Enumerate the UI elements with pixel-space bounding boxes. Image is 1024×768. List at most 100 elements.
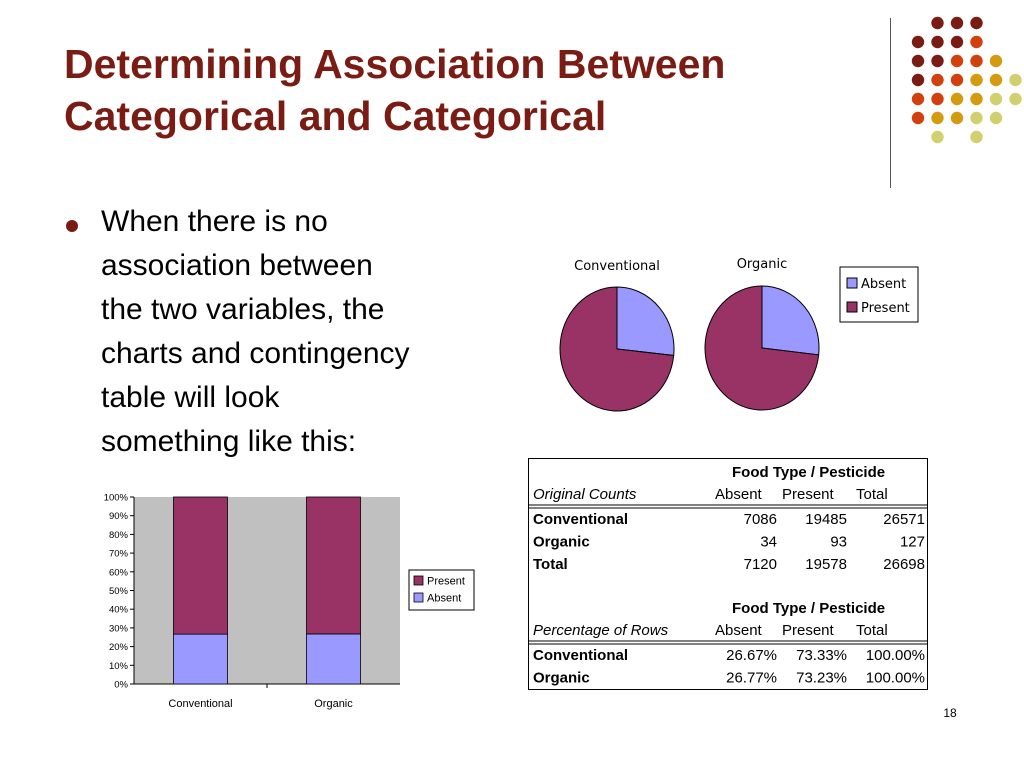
table-column-header: Total	[856, 622, 888, 639]
decorative-dot	[931, 54, 944, 68]
bar-present	[306, 496, 361, 635]
decorative-dot	[911, 111, 925, 125]
legend-swatch-present	[413, 575, 424, 586]
title-line-1: Determining Association Between	[64, 41, 726, 87]
y-tick-label: 0%	[114, 680, 128, 691]
decorative-dot	[931, 35, 944, 49]
decorative-dot	[931, 92, 944, 106]
bullet-icon	[66, 220, 78, 232]
table-row-label: Organic	[533, 670, 590, 687]
y-tick-label: 50%	[109, 586, 129, 597]
table-row-label: Conventional	[533, 647, 628, 664]
decorative-dot	[970, 92, 983, 106]
legend-swatch-absent	[413, 592, 424, 603]
table-cell: 19578	[805, 556, 847, 573]
table-cell: 19485	[805, 511, 847, 528]
decorative-dot	[1009, 73, 1022, 87]
table-cell: 127	[900, 534, 925, 551]
table-cell: 100.00%	[866, 647, 925, 664]
table-column-header: Absent	[715, 486, 763, 503]
y-tick-label: 40%	[109, 605, 129, 616]
y-tick-label: 100%	[104, 493, 129, 504]
table-cell: 26571	[883, 511, 925, 528]
decorative-dot	[931, 73, 944, 87]
decorative-dot	[911, 73, 925, 87]
table-row-label: Organic	[533, 534, 590, 551]
table-cell: 7120	[744, 556, 777, 573]
table-row-label: Conventional	[533, 511, 628, 528]
decorative-dot	[950, 54, 964, 68]
pie-charts: Conventional Organic Absent Present	[559, 257, 919, 412]
pie-title: Conventional	[574, 259, 660, 274]
title-line-2: Categorical and Categorical	[64, 93, 607, 139]
decorative-dot	[950, 111, 964, 125]
decorative-dot	[931, 130, 944, 144]
x-category-label: Conventional	[168, 698, 232, 710]
stacked-bar-chart: 0% 10% 20% 30% 40% 50% 60% 70% 80% 90% 100% Convent…	[104, 493, 475, 710]
legend-swatch-present	[846, 301, 858, 313]
table-cell: 26.67%	[726, 647, 777, 664]
x-category-label: Organic	[314, 698, 353, 710]
y-tick-label: 90%	[109, 511, 129, 522]
table-group-header: Food Type / Pesticide	[732, 464, 885, 481]
decorative-dot	[911, 35, 925, 49]
decorative-dot	[911, 92, 925, 106]
y-tick-label: 60%	[109, 567, 129, 578]
contingency-table: Food Type / Pesticide Original Counts Abse…	[528, 458, 928, 690]
decorative-dot	[950, 35, 964, 49]
table-cell: 34	[760, 534, 777, 551]
decorative-dot	[970, 130, 983, 144]
table-border	[528, 458, 928, 690]
table-row-label: Total	[533, 556, 568, 573]
decorative-dot	[950, 73, 964, 87]
decorative-dot	[989, 54, 1003, 68]
page-number: 18	[943, 706, 957, 720]
table-cell: 26.77%	[726, 670, 777, 687]
y-tick-label: 10%	[109, 661, 129, 672]
decorative-dot	[911, 54, 925, 68]
decorative-dot	[989, 111, 1003, 125]
bar-absent	[173, 633, 228, 685]
table-column-header: Absent	[715, 622, 763, 639]
table-column-header: Present	[782, 486, 835, 503]
table-group-header: Food Type / Pesticide	[732, 600, 885, 617]
legend-label: Absent	[861, 277, 906, 292]
bullet-text: When there is no association between the…	[101, 205, 410, 458]
decorative-dot	[1009, 92, 1022, 106]
table-cell: 73.23%	[796, 670, 847, 687]
pie-slice-present	[559, 286, 675, 412]
slide-title: Determining Association Between Categori…	[64, 38, 874, 142]
bar-legend	[408, 569, 475, 611]
decorative-dot	[931, 111, 944, 125]
pie-slice-absent	[761, 285, 820, 356]
table-cell: 100.00%	[866, 670, 925, 687]
decorative-dot	[970, 111, 983, 125]
decorative-dot	[989, 73, 1003, 87]
pie-slice-present	[704, 285, 820, 411]
decorative-dot	[950, 16, 964, 30]
pie-slice-absent	[616, 286, 675, 357]
decorative-dot	[989, 92, 1003, 106]
y-tick-label: 70%	[109, 549, 129, 560]
divider-line	[890, 18, 891, 188]
bar-present	[173, 496, 228, 635]
table-column-header: Present	[782, 622, 835, 639]
table-cell: 26698	[883, 556, 925, 573]
table-cell: 93	[830, 534, 847, 551]
table-cell: 73.33%	[796, 647, 847, 664]
y-tick-label: 20%	[109, 642, 129, 653]
bar-absent	[306, 633, 361, 685]
decorative-dot	[970, 16, 983, 30]
decorative-dot	[970, 35, 983, 49]
decorative-dot	[970, 54, 983, 68]
y-tick-label: 80%	[109, 530, 129, 541]
pie-legend	[839, 266, 919, 323]
legend-label: Present	[427, 576, 465, 588]
legend-label: Absent	[427, 593, 461, 605]
pie-title: Organic	[737, 257, 788, 272]
y-tick-label: 30%	[109, 623, 129, 634]
legend-label: Present	[861, 301, 910, 316]
decorative-dot	[970, 73, 983, 87]
table-column-header: Total	[856, 486, 888, 503]
